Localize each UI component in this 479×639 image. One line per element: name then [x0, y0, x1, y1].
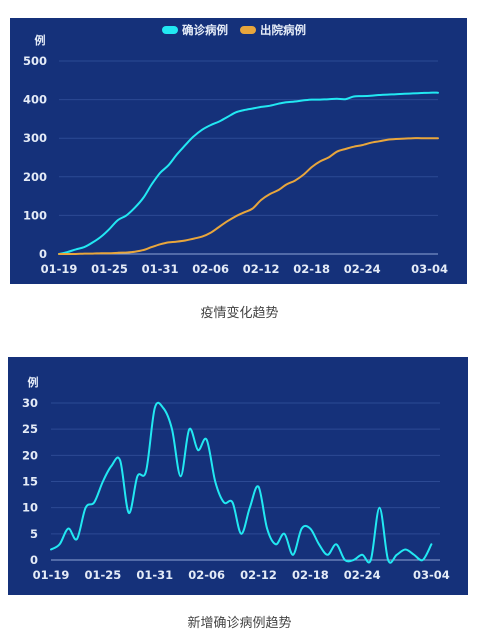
y-tick-label: 400 [23, 93, 47, 107]
y-tick-label: 300 [23, 131, 47, 145]
y-tick-label: 30 [22, 396, 38, 410]
x-tick-label: 02-12 [243, 262, 280, 276]
x-tick-label: 02-06 [188, 568, 225, 582]
daily-new-chart: 0 5 10 15 20 25 30 01-19 01-25 01-31 02-06 02-12 02-… [22, 375, 450, 582]
series-line-1 [50, 401, 433, 564]
y-unit-label: 例 [28, 375, 39, 389]
y-tick-label: 0 [30, 553, 38, 567]
x-tick-label: 03-04 [413, 568, 450, 582]
x-tick-label: 01-19 [41, 262, 78, 276]
y-tick-label: 5 [30, 527, 38, 541]
cumulative-chart: 0 100 200 300 400 500 01-19 01-25 01-31 02-06 02-1… [23, 23, 448, 276]
x-tick-label: 01-25 [91, 262, 128, 276]
daily-new-chart-caption: 新增确诊病例趋势 [187, 616, 292, 631]
y-tick-label: 15 [22, 475, 38, 489]
x-tick-label: 01-31 [136, 568, 173, 582]
legend-swatch[interactable] [240, 26, 256, 34]
x-tick-label: 01-31 [142, 262, 179, 276]
x-tick-label: 02-06 [192, 262, 229, 276]
x-tick-label: 03-04 [411, 262, 448, 276]
x-tick-label: 01-19 [33, 568, 70, 582]
y-tick-label: 200 [23, 170, 47, 184]
y-tick-label: 500 [23, 54, 47, 68]
cumulative-chart-panel: 0 100 200 300 400 500 01-19 01-25 01-31 02-06 02-1… [10, 18, 467, 284]
series-line-1 [58, 91, 439, 255]
legend-label[interactable]: 出院病例 [260, 23, 306, 37]
x-tick-label: 02-24 [344, 262, 381, 276]
y-unit-label: 例 [35, 33, 46, 47]
x-tick-label: 02-18 [292, 568, 329, 582]
cumulative-chart-caption: 疫情变化趋势 [200, 306, 279, 321]
daily-new-chart-panel: 0 5 10 15 20 25 30 01-19 01-25 01-31 02-06 02-12 02-… [8, 357, 468, 595]
series-line-2 [58, 137, 439, 256]
x-tick-label: 02-24 [344, 568, 381, 582]
y-tick-label: 100 [23, 208, 47, 222]
x-tick-label: 01-25 [84, 568, 121, 582]
y-tick-label: 20 [22, 448, 38, 462]
y-tick-label: 10 [22, 501, 38, 515]
legend-label[interactable]: 确诊病例 [182, 23, 228, 37]
y-tick-label: 25 [22, 422, 38, 436]
legend-swatch[interactable] [162, 26, 178, 34]
y-tick-label: 0 [39, 247, 47, 261]
x-tick-label: 02-18 [293, 262, 330, 276]
x-tick-label: 02-12 [240, 568, 277, 582]
